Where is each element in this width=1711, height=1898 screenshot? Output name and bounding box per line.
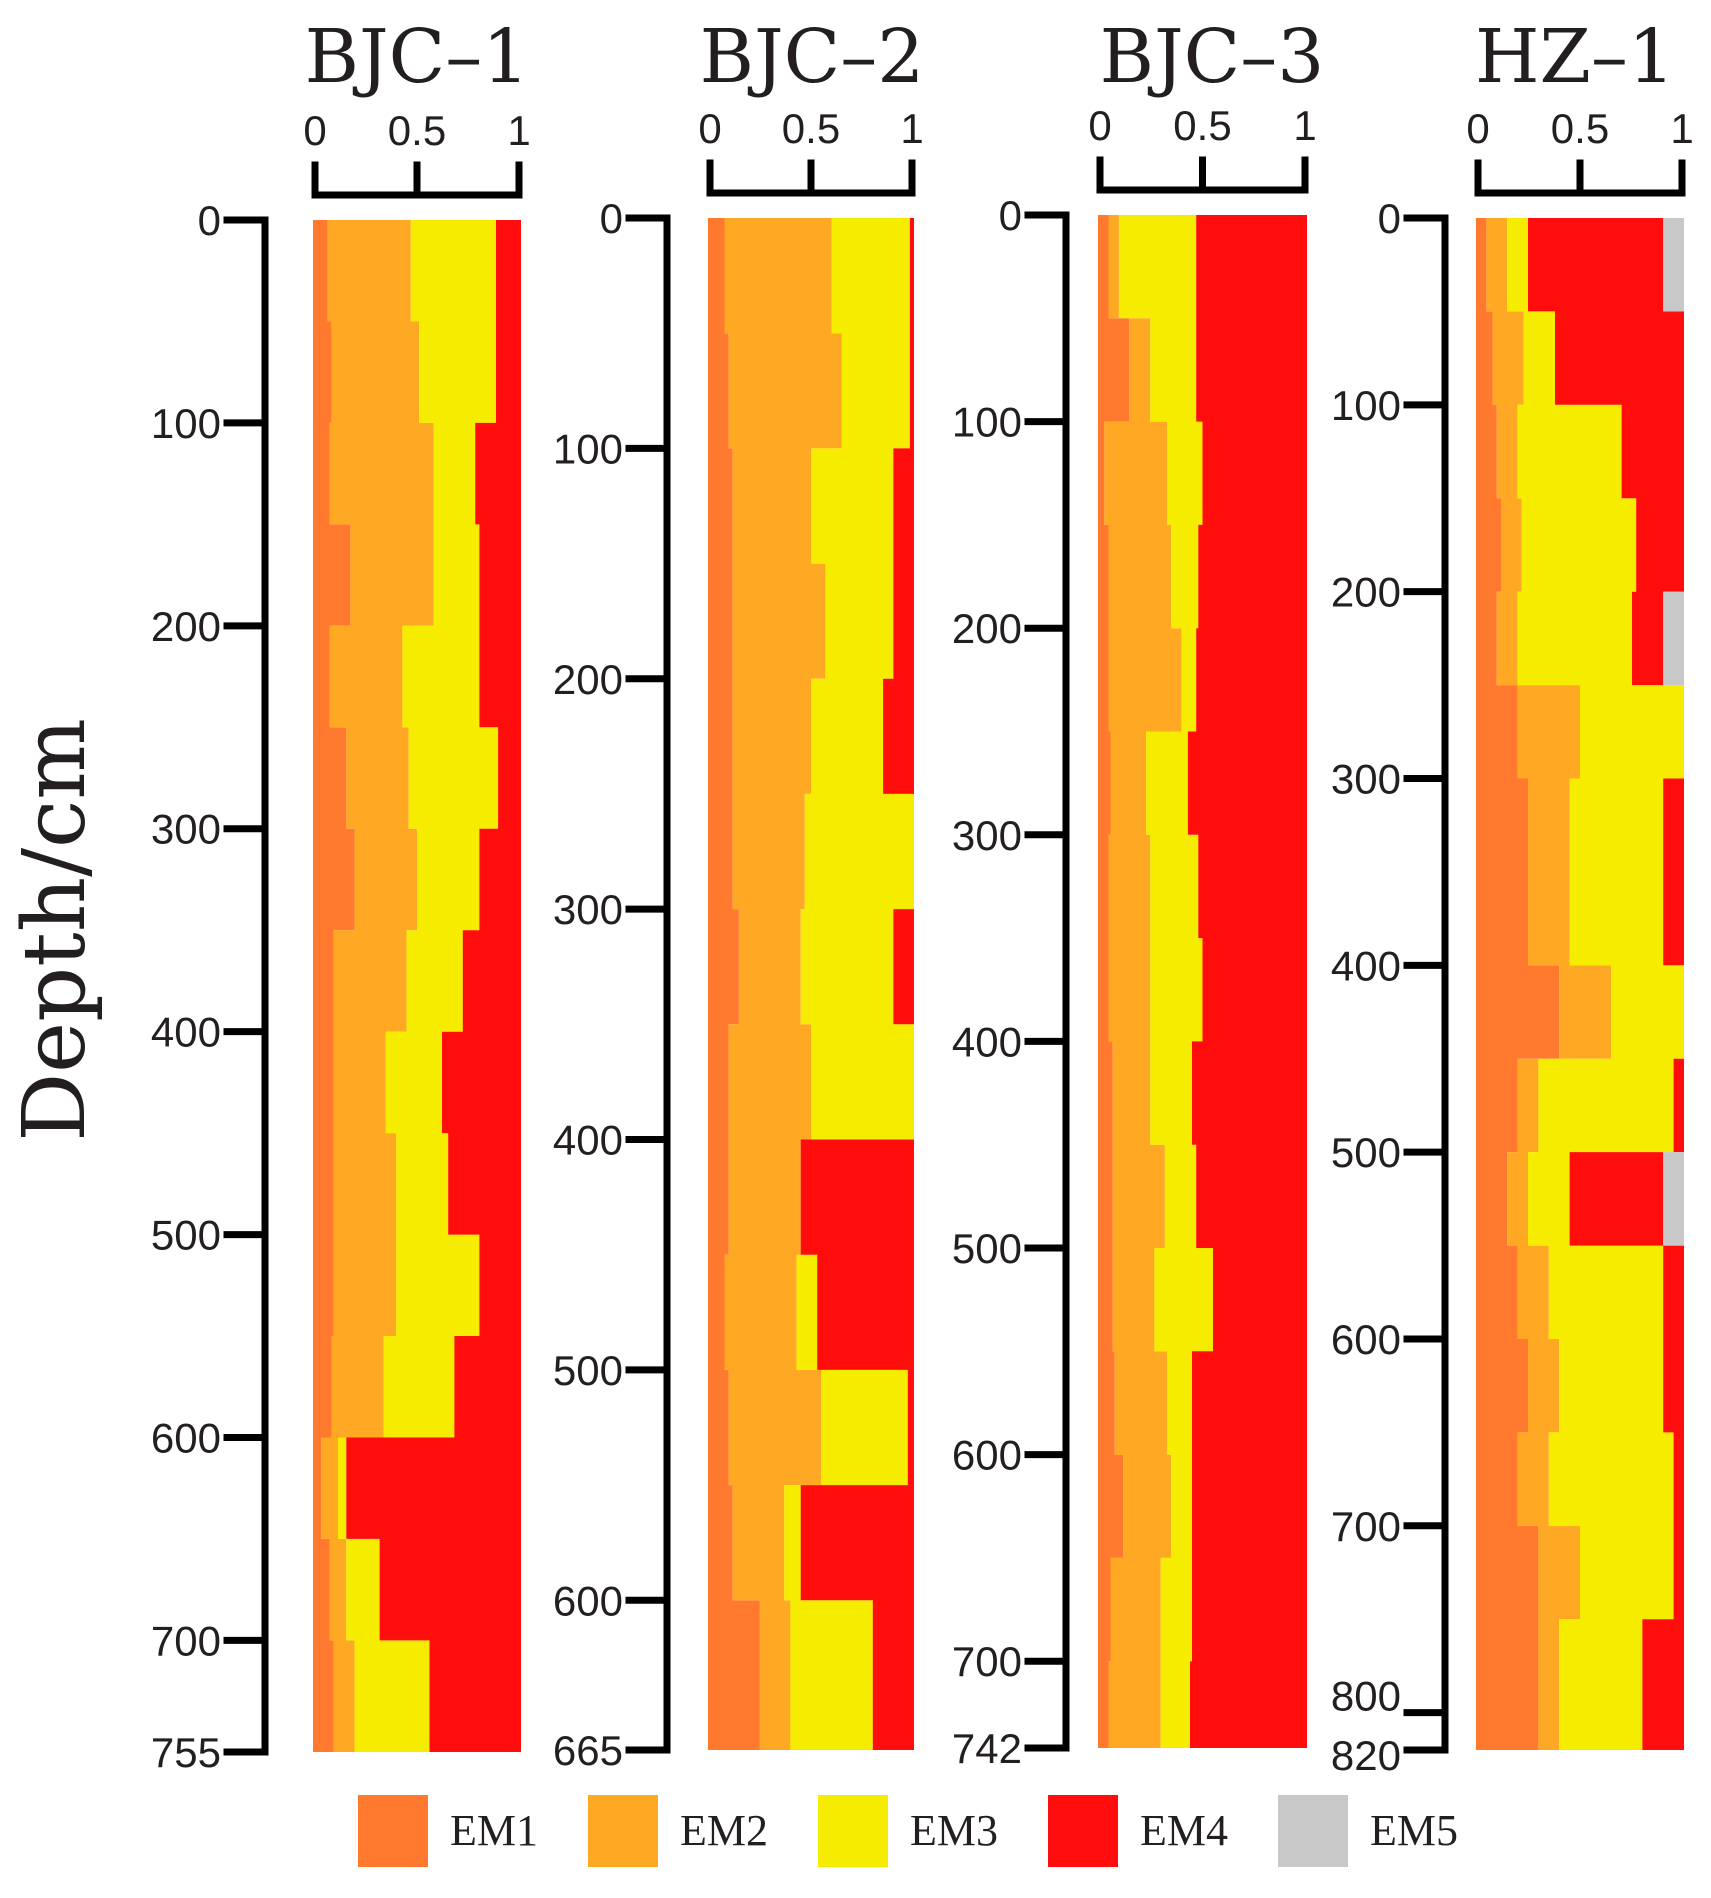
depth-tick-label: 300 <box>952 812 1022 859</box>
legend-swatch-em3 <box>818 1795 888 1867</box>
area-em4 <box>1187 215 1307 1748</box>
depth-tick-label: 200 <box>1331 569 1401 616</box>
depth-tick-label: 300 <box>553 886 623 933</box>
depth-tick-label: 100 <box>151 400 221 447</box>
depth-tick-label: 600 <box>553 1577 623 1624</box>
legend-swatch-em5 <box>1278 1795 1348 1867</box>
depth-tick-label: 200 <box>952 605 1022 652</box>
area-em3 <box>1507 218 1684 1750</box>
x-tick-label: 1 <box>1670 105 1693 152</box>
area-em4 <box>800 218 914 1750</box>
stack-areas <box>1476 218 1684 1750</box>
depth-tick-label: 200 <box>553 656 623 703</box>
core-title: BJC–1 <box>305 14 530 100</box>
area-em3 <box>338 220 499 1752</box>
area-em2 <box>1102 215 1182 1748</box>
area-em5 <box>1663 218 1684 1750</box>
stack-areas <box>708 218 914 1750</box>
x-tick-label: 0.5 <box>388 107 446 154</box>
depth-tick-label: 820 <box>1331 1732 1401 1779</box>
y-axis-title: Depth/cm <box>5 718 105 1142</box>
depth-tick-label: 600 <box>151 1414 221 1461</box>
depth-tick-label: 400 <box>151 1009 221 1056</box>
depth-tick-label: 400 <box>553 1117 623 1164</box>
x-tick-label: 1 <box>1293 102 1316 149</box>
core-title: BJC–3 <box>1100 14 1325 100</box>
x-tick-label: 0.5 <box>1173 102 1231 149</box>
area-em3 <box>1118 215 1213 1748</box>
x-tick-label: 0 <box>1466 105 1489 152</box>
depth-tick-label: 500 <box>553 1347 623 1394</box>
depth-tick-label: 700 <box>952 1638 1022 1685</box>
depth-tick-label: 600 <box>1331 1316 1401 1363</box>
core-title: HZ–1 <box>1475 14 1675 100</box>
depth-tick-label: 100 <box>952 399 1022 446</box>
depth-tick-label: 600 <box>952 1432 1022 1479</box>
core-panel-4: HZ–1 0 0.5 1 0 100 200 300 400 500 600 700 800 820 <box>1331 14 1694 1779</box>
depth-tick-label: 0 <box>999 192 1022 239</box>
depth-tick-label: 400 <box>952 1018 1022 1065</box>
legend-swatch-em4 <box>1048 1795 1118 1867</box>
area-em1 <box>1098 215 1130 1748</box>
depth-tick-label: 300 <box>151 806 221 853</box>
core-title: BJC–2 <box>700 14 925 100</box>
legend-swatch-em2 <box>588 1795 658 1867</box>
area-em3 <box>784 218 914 1750</box>
core-panels: BJC–10 0.5 10100200300400500600700755BJC–2… <box>151 14 1694 1779</box>
core-panel-2: BJC–2 0 0.5 1 0 100 200 300 400 500 600 665 <box>553 14 924 1774</box>
stack-areas <box>313 220 521 1752</box>
x-tick-label: 0 <box>698 105 721 152</box>
depth-tick-label: 0 <box>600 195 623 242</box>
core-panel-1: BJC–1 0 0.5 1 0 100 200 300 400 500 600 700 755 <box>151 14 531 1776</box>
depth-tick-label: 400 <box>1331 942 1401 989</box>
depth-tick-label: 300 <box>1331 755 1401 802</box>
depth-tick-label: 500 <box>1331 1129 1401 1176</box>
x-tick-label: 1 <box>900 105 923 152</box>
x-tick-label: 0 <box>1088 102 1111 149</box>
legend-label-em4: EM4 <box>1140 1806 1228 1855</box>
depth-tick-label: 500 <box>952 1225 1022 1272</box>
depth-tick-label: 755 <box>151 1729 221 1776</box>
depth-tick-label: 742 <box>952 1725 1022 1772</box>
depth-tick-label: 200 <box>151 603 221 650</box>
depth-tick-label: 0 <box>198 197 221 244</box>
legend-label-em5: EM5 <box>1370 1806 1458 1855</box>
legend-label-em2: EM2 <box>680 1806 768 1855</box>
area-em2 <box>321 220 434 1752</box>
depth-tick-label: 500 <box>151 1212 221 1259</box>
x-tick-label: 1 <box>507 107 530 154</box>
depth-tick-label: 100 <box>553 425 623 472</box>
depth-tick-label: 800 <box>1331 1673 1401 1720</box>
depth-tick-label: 100 <box>1331 382 1401 429</box>
x-tick-label: 0.5 <box>1551 105 1609 152</box>
depth-tick-label: 665 <box>553 1727 623 1774</box>
depth-tick-label: 700 <box>151 1617 221 1664</box>
area-em4 <box>346 220 521 1752</box>
legend-label-em1: EM1 <box>450 1806 538 1855</box>
depth-tick-label: 700 <box>1331 1503 1401 1550</box>
x-tick-label: 0.5 <box>782 105 840 152</box>
x-tick-label: 0 <box>303 107 326 154</box>
legend-label-em3: EM3 <box>910 1806 998 1855</box>
area-em2 <box>724 218 842 1750</box>
stack-areas <box>1098 215 1307 1748</box>
depth-tick-label: 0 <box>1378 195 1401 242</box>
legend-swatch-em1 <box>358 1795 428 1867</box>
area-em4 <box>1528 218 1684 1750</box>
legend: EM1 EM2 EM3 EM4 EM5 <box>358 1795 1458 1867</box>
area-em1 <box>708 218 801 1750</box>
